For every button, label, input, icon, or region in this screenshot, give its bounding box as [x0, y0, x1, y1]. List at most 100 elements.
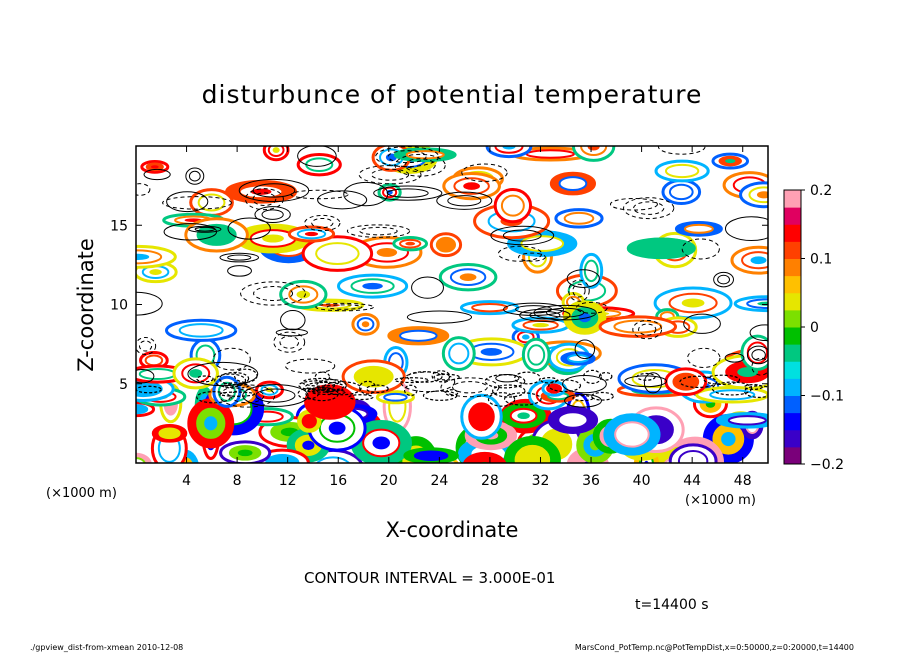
contour-line — [411, 276, 444, 299]
contour-blob — [279, 279, 328, 310]
contour-line — [636, 372, 656, 381]
contour-line — [643, 372, 663, 394]
contour-blob — [541, 380, 567, 397]
contour-line — [440, 377, 500, 398]
contour-line — [238, 178, 310, 203]
contour-line — [406, 310, 473, 324]
contour-line — [683, 313, 721, 334]
contour-line — [623, 197, 675, 220]
contour-line — [484, 374, 526, 389]
contour-blob — [151, 423, 188, 443]
contour-line — [387, 150, 427, 164]
contour-line — [422, 390, 458, 401]
contour-blob — [172, 357, 219, 390]
colorbar-swatch — [784, 292, 801, 311]
contour-line — [227, 254, 252, 261]
contour-line — [751, 349, 766, 361]
contour-line — [743, 384, 763, 390]
contour-field — [136, 146, 768, 463]
contour-line — [348, 394, 374, 401]
contour-line — [518, 252, 546, 262]
contour-line — [166, 191, 209, 213]
contour-line — [304, 214, 341, 232]
colorbar: 0.2 0.1 0 −0.1 −0.2 — [783, 183, 844, 473]
contour-line — [314, 371, 331, 383]
contour-line — [725, 216, 768, 242]
contour-blob — [219, 440, 272, 463]
contour-line — [359, 380, 377, 395]
contour-line — [279, 335, 300, 349]
y-axis: 5 10 15 — [110, 218, 768, 393]
contour-blob — [296, 152, 342, 177]
contour-line — [400, 371, 456, 393]
colorbar-swatch — [784, 361, 801, 379]
contour-blob — [460, 393, 503, 440]
contour-blob — [429, 232, 463, 258]
y-axis-label: Z-coordinate — [74, 238, 98, 372]
contour-line — [394, 153, 446, 177]
contour-line — [743, 385, 768, 398]
contour-line — [632, 319, 663, 340]
contour-line — [305, 381, 345, 391]
x-tick-label: 44 — [683, 473, 701, 489]
contour-line — [346, 224, 411, 238]
chart-title: disturbunce of potential temperature — [202, 80, 703, 109]
contour-blob — [442, 171, 501, 201]
contour-line — [436, 191, 493, 210]
time-label: t=14400 s — [635, 597, 709, 613]
colorbar-tick-label: −0.1 — [810, 389, 844, 405]
contour-blob — [493, 188, 533, 224]
colorbar-tick-label: 0 — [810, 320, 819, 336]
contour-blob — [351, 312, 380, 336]
contour-blob — [187, 398, 235, 449]
contour-interval-label: CONTOUR INTERVAL = 3.000E-01 — [304, 569, 555, 587]
contour-line — [529, 311, 561, 320]
contour-blob — [668, 443, 718, 463]
contour-blob — [337, 273, 409, 299]
contour-blob — [510, 146, 590, 162]
contour-line — [358, 165, 422, 185]
contour-line — [136, 336, 157, 355]
contour-line — [255, 388, 296, 403]
colorbar-swatch — [784, 190, 801, 208]
contour-line — [305, 386, 339, 402]
colorbar-tick-label: −0.2 — [810, 457, 844, 473]
contour-blob — [139, 350, 169, 370]
colorbar-swatch — [784, 344, 801, 362]
colorbar-swatch — [784, 241, 801, 259]
contour-blob — [301, 235, 374, 272]
contour-blob — [501, 403, 546, 429]
contour-blob — [136, 244, 177, 269]
contour-line — [188, 225, 222, 233]
contour-line — [562, 374, 607, 394]
contour-line — [227, 217, 271, 240]
contour-line — [638, 323, 657, 336]
colorbar-swatch — [784, 395, 801, 414]
contour-blob — [711, 152, 750, 170]
contour-line — [254, 206, 291, 224]
contour-line — [219, 252, 260, 263]
colorbar-swatch — [784, 378, 801, 396]
contour-blob — [521, 337, 551, 373]
contour-line — [394, 377, 429, 384]
contour-line — [273, 331, 306, 353]
contour-line — [285, 358, 336, 374]
contour-blob — [375, 390, 416, 405]
contour-line — [575, 301, 608, 314]
colorbar-swatch — [784, 412, 801, 431]
contour-line — [404, 158, 436, 173]
contour-blob — [165, 318, 238, 342]
contour-blob — [598, 315, 678, 338]
contour-blob — [739, 181, 768, 209]
contour-line — [687, 347, 721, 368]
footer-right: MarsCond_PotTemp.nc@PotTempDist,x=0:5000… — [574, 643, 854, 652]
colorbar-swatch — [784, 309, 801, 328]
contour-line — [219, 391, 256, 397]
contour-line — [214, 373, 247, 388]
contour-line — [359, 226, 398, 236]
contour-line — [564, 393, 602, 408]
contour-line — [230, 388, 265, 404]
colorbar-tick-label: 0.2 — [810, 183, 832, 199]
contour-line — [503, 392, 542, 406]
colorbar-swatch — [784, 275, 801, 294]
